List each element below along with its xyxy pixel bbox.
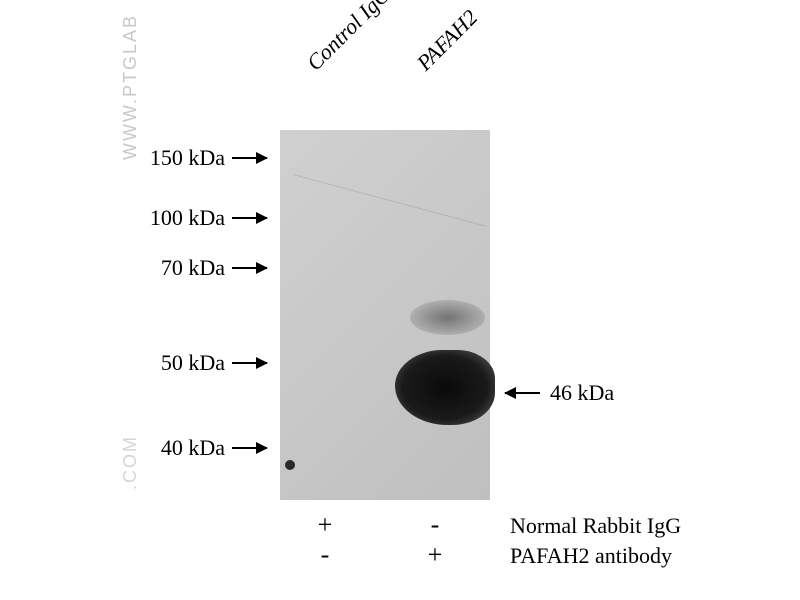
faint-band [410,300,485,335]
target-label: 46 kDa [550,380,614,406]
lane-label-control: Control IgG [302,0,396,76]
legend-r1-l1: + [310,510,340,540]
artifact-dot [285,460,295,470]
marker-arrow-50 [232,362,267,364]
watermark-text: WWW.PTGLAB [120,14,141,160]
blot-container: WWW.PTGLAB .COM Control IgG PAFAH2 150 k… [0,0,800,600]
marker-100: 100 kDa [115,205,225,231]
marker-arrow-40 [232,447,267,449]
marker-70: 70 kDa [115,255,225,281]
main-band [395,350,495,425]
marker-arrow-150 [232,157,267,159]
marker-150: 150 kDa [115,145,225,171]
target-arrow [505,392,540,394]
marker-arrow-100 [232,217,267,219]
marker-40: 40 kDa [115,435,225,461]
legend-r2-text: PAFAH2 antibody [510,543,672,569]
marker-50: 50 kDa [115,350,225,376]
legend-r2-l2: + [420,540,450,570]
legend-r1-l2: - [420,510,450,540]
legend-r1-text: Normal Rabbit IgG [510,513,681,539]
marker-arrow-70 [232,267,267,269]
lane-label-pafah2: PAFAH2 [412,5,483,76]
legend-r2-l1: - [310,540,340,570]
